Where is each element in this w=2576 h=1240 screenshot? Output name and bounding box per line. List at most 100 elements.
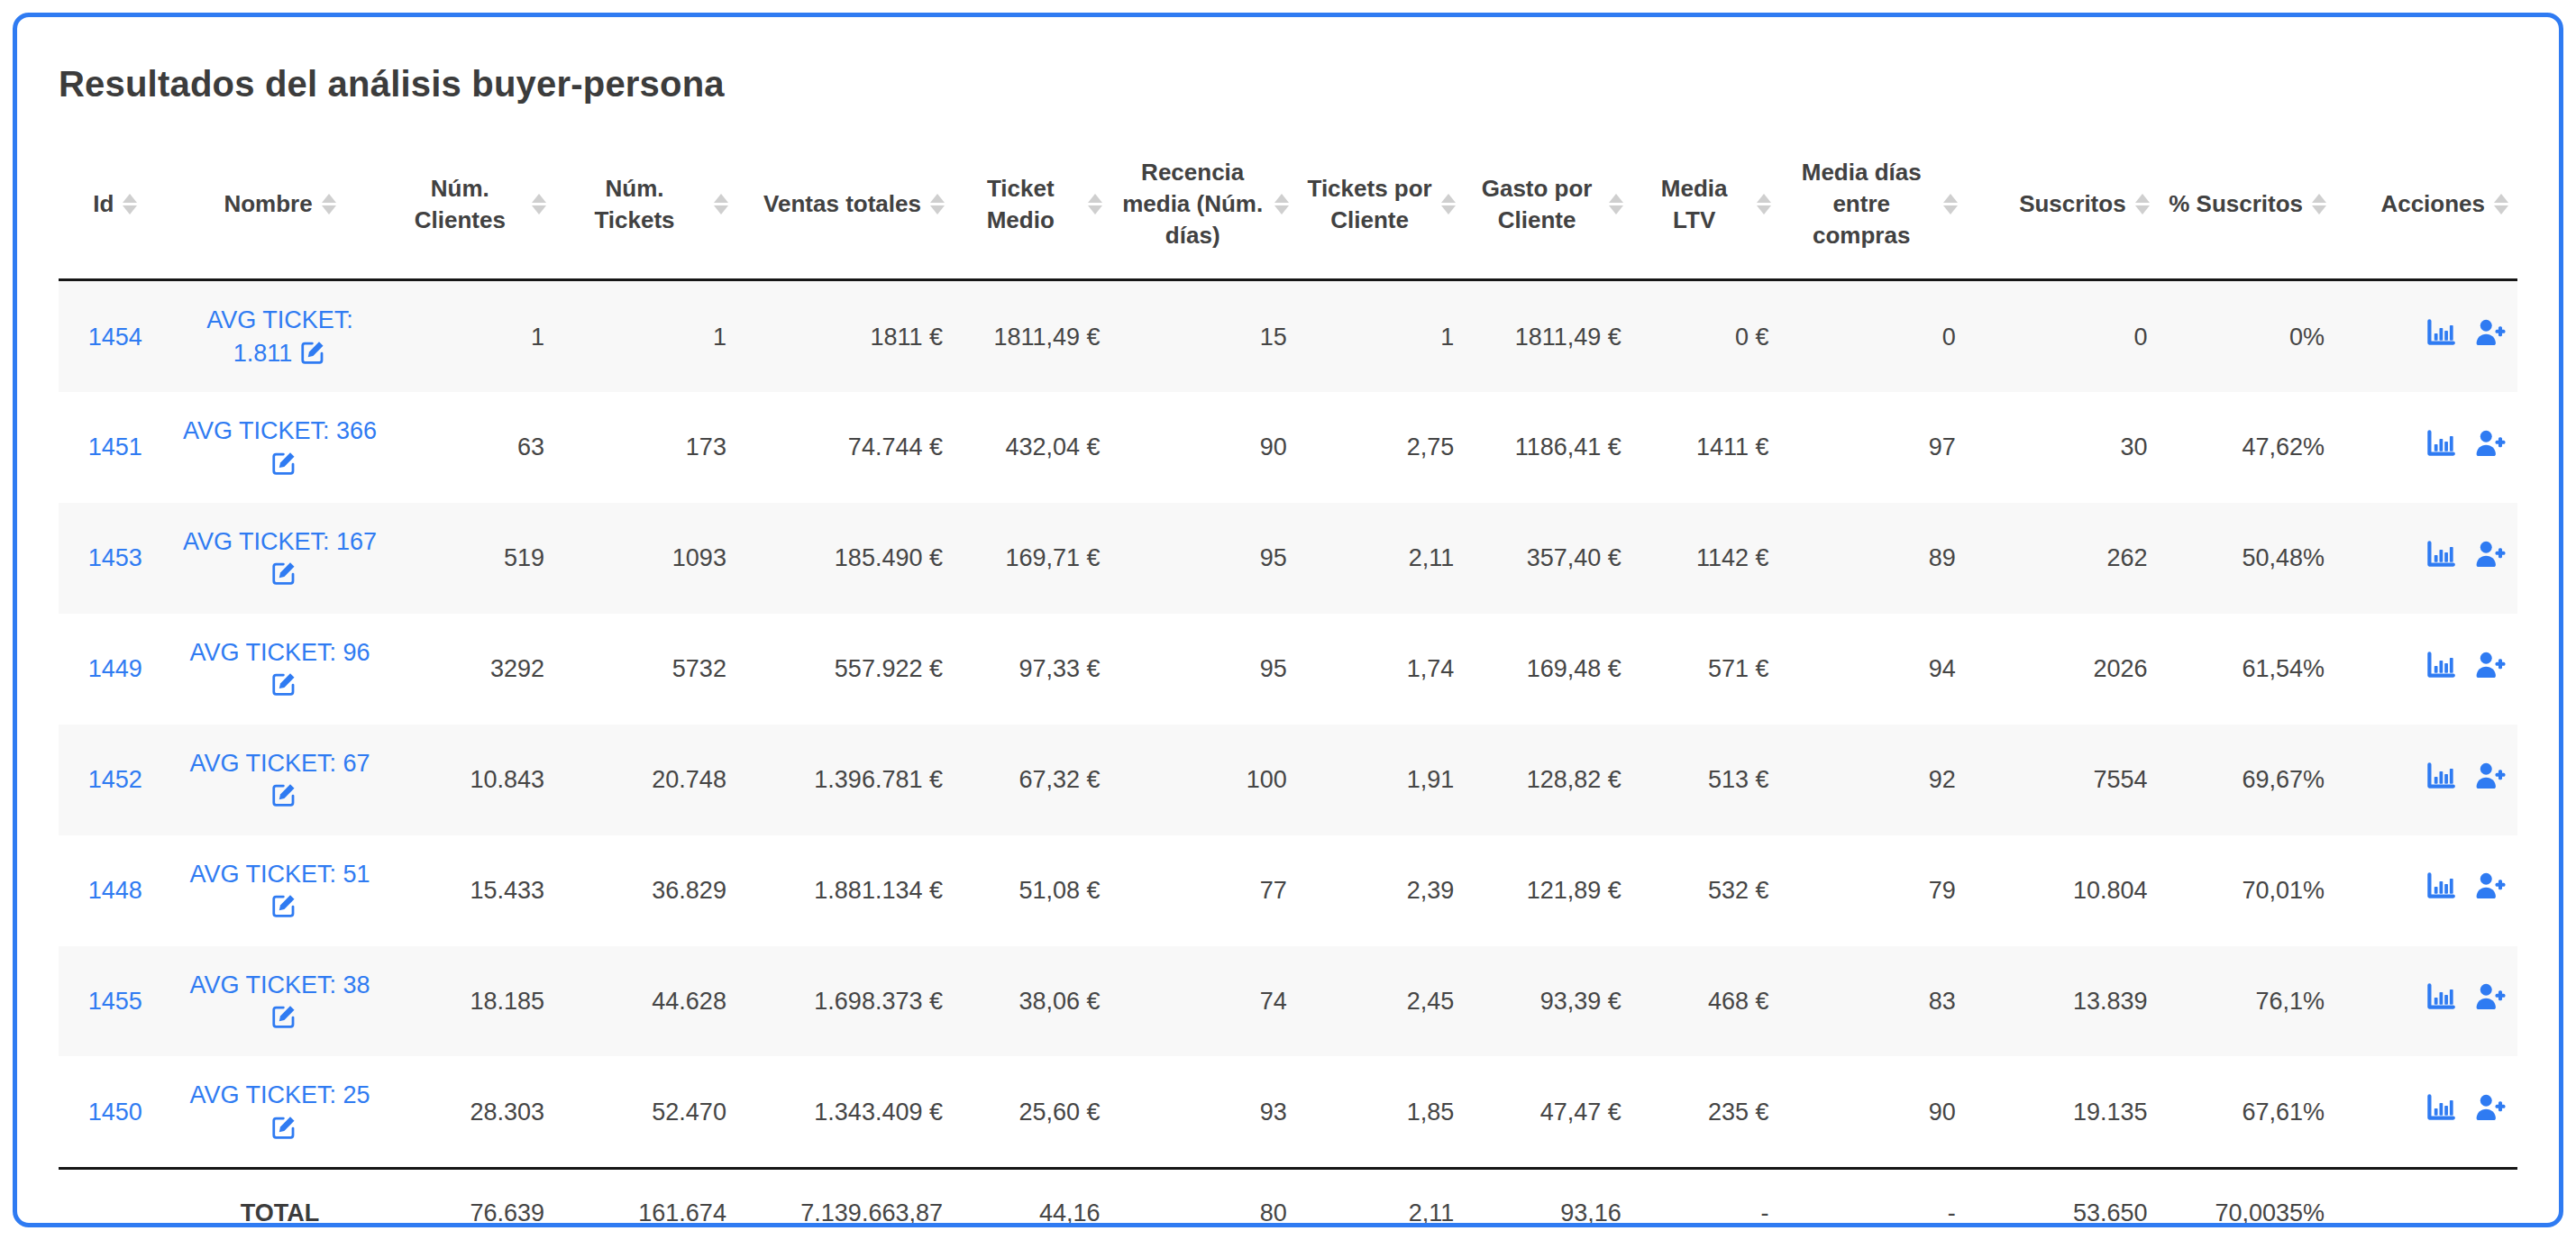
cell-pct-suscritos: 69,67% [2159, 725, 2335, 835]
col-header-id[interactable]: Id [59, 132, 171, 280]
user-plus-icon[interactable] [2472, 980, 2507, 1013]
cell-pct-suscritos: 50,48% [2159, 503, 2335, 614]
cell-media-dias-entre-compras: 83 [1780, 946, 1967, 1057]
persona-id-link[interactable]: 1454 [88, 324, 142, 351]
persona-id-link[interactable]: 1451 [88, 433, 142, 460]
persona-name-link[interactable]: AVG TICKET: 51 [182, 858, 377, 924]
persona-name-link[interactable]: AVG TICKET: 167 [182, 525, 377, 591]
cell-pct-suscritos: 47,62% [2159, 392, 2335, 503]
persona-name-link[interactable]: AVG TICKET: 96 [182, 636, 377, 702]
sort-icon [930, 194, 945, 214]
user-plus-icon[interactable] [2472, 1091, 2507, 1124]
cell-pct-suscritos: 70,01% [2159, 835, 2335, 946]
cell-gasto-por-cliente: 93,39 € [1465, 946, 1632, 1057]
col-header-media-dias-entre-compras[interactable]: Media días entre compras [1780, 132, 1967, 280]
edit-icon[interactable] [270, 560, 297, 587]
col-header-tickets-por-cliente[interactable]: Tickets por Cliente [1298, 132, 1466, 280]
cell-gasto-por-cliente: 47,47 € [1465, 1056, 1632, 1168]
bar-chart-icon[interactable] [2424, 427, 2458, 460]
user-plus-icon[interactable] [2472, 760, 2507, 792]
total-label: TOTAL [171, 1169, 388, 1227]
bar-chart-icon[interactable] [2424, 980, 2458, 1013]
col-header-pct-suscritos[interactable]: % Suscritos [2159, 132, 2335, 280]
sort-icon [2494, 194, 2508, 214]
persona-id-link[interactable]: 1450 [88, 1099, 142, 1126]
col-header-recencia-media[interactable]: Recencia media (Núm. días) [1111, 132, 1298, 280]
cell-num-clientes: 15.433 [388, 835, 556, 946]
user-plus-icon[interactable] [2472, 649, 2507, 681]
total-media-ltv: - [1632, 1169, 1780, 1227]
persona-name-link[interactable]: AVG TICKET: 1.811 [182, 304, 377, 369]
col-header-acciones[interactable]: Acciones [2335, 132, 2517, 280]
cell-ventas-totales: 1.698.373 € [737, 946, 954, 1057]
cell-ticket-medio: 97,33 € [954, 614, 1111, 725]
col-header-gasto-por-cliente[interactable]: Gasto por Cliente [1465, 132, 1632, 280]
col-header-suscritos[interactable]: Suscritos [1967, 132, 2159, 280]
total-recencia-media: 80 [1111, 1169, 1298, 1227]
col-header-media-ltv[interactable]: Media LTV [1632, 132, 1780, 280]
cell-nombre: AVG TICKET: 96 [171, 614, 388, 725]
cell-gasto-por-cliente: 121,89 € [1465, 835, 1632, 946]
cell-ventas-totales: 74.744 € [737, 392, 954, 503]
cell-tickets-por-cliente: 1,74 [1298, 614, 1466, 725]
user-plus-icon[interactable] [2472, 870, 2507, 902]
edit-icon[interactable] [299, 339, 326, 366]
persona-name-link[interactable]: AVG TICKET: 67 [182, 747, 377, 813]
table-row: 1449 AVG TICKET: 96 3292 5732 557.922 € … [59, 614, 2517, 725]
cell-suscritos: 7554 [1967, 725, 2159, 835]
user-plus-icon[interactable] [2472, 427, 2507, 460]
user-plus-icon[interactable] [2472, 316, 2507, 349]
edit-icon[interactable] [270, 1114, 297, 1141]
bar-chart-icon[interactable] [2424, 316, 2458, 349]
col-header-num-clientes[interactable]: Núm. Clientes [388, 132, 556, 280]
table-header-row: Id Nombre Núm. Clientes Núm. Tickets Ven… [59, 132, 2517, 280]
bar-chart-icon[interactable] [2424, 760, 2458, 792]
edit-icon[interactable] [270, 1003, 297, 1030]
persona-name-link[interactable]: AVG TICKET: 38 [182, 969, 377, 1035]
persona-id-link[interactable]: 1452 [88, 766, 142, 793]
persona-name-link[interactable]: AVG TICKET: 25 [182, 1079, 377, 1144]
bar-chart-icon[interactable] [2424, 870, 2458, 902]
total-gasto-por-cliente: 93,16 [1465, 1169, 1632, 1227]
col-header-num-tickets[interactable]: Núm. Tickets [555, 132, 737, 280]
bar-chart-icon[interactable] [2424, 1091, 2458, 1124]
persona-id-link[interactable]: 1448 [88, 877, 142, 904]
cell-media-ltv: 468 € [1632, 946, 1780, 1057]
bar-chart-icon[interactable] [2424, 538, 2458, 570]
persona-name-link[interactable]: AVG TICKET: 366 [182, 415, 377, 480]
persona-id-link[interactable]: 1449 [88, 655, 142, 682]
cell-media-ltv: 235 € [1632, 1056, 1780, 1168]
cell-nombre: AVG TICKET: 25 [171, 1056, 388, 1168]
cell-tickets-por-cliente: 2,75 [1298, 392, 1466, 503]
edit-icon[interactable] [270, 670, 297, 698]
cell-acciones [2335, 280, 2517, 392]
total-media-dias-entre-compras: - [1780, 1169, 1967, 1227]
cell-ventas-totales: 1.343.409 € [737, 1056, 954, 1168]
cell-media-ltv: 571 € [1632, 614, 1780, 725]
col-header-ventas-totales[interactable]: Ventas totales [737, 132, 954, 280]
cell-id: 1454 [59, 280, 171, 392]
cell-tickets-por-cliente: 2,11 [1298, 503, 1466, 614]
cell-pct-suscritos: 67,61% [2159, 1056, 2335, 1168]
edit-icon[interactable] [270, 450, 297, 477]
cell-media-dias-entre-compras: 94 [1780, 614, 1967, 725]
sort-icon [2312, 194, 2326, 214]
cell-id: 1452 [59, 725, 171, 835]
col-header-ticket-medio[interactable]: Ticket Medio [954, 132, 1111, 280]
user-plus-icon[interactable] [2472, 538, 2507, 570]
edit-icon[interactable] [270, 781, 297, 808]
bar-chart-icon[interactable] [2424, 649, 2458, 681]
cell-nombre: AVG TICKET: 67 [171, 725, 388, 835]
cell-ventas-totales: 557.922 € [737, 614, 954, 725]
total-tickets-por-cliente: 2,11 [1298, 1169, 1466, 1227]
persona-id-link[interactable]: 1455 [88, 988, 142, 1015]
edit-icon[interactable] [270, 892, 297, 919]
cell-recencia-media: 74 [1111, 946, 1298, 1057]
cell-acciones [2335, 835, 2517, 946]
table-row: 1455 AVG TICKET: 38 18.185 44.628 1.698.… [59, 946, 2517, 1057]
cell-num-tickets: 173 [555, 392, 737, 503]
cell-ticket-medio: 25,60 € [954, 1056, 1111, 1168]
cell-id: 1450 [59, 1056, 171, 1168]
col-header-nombre[interactable]: Nombre [171, 132, 388, 280]
persona-id-link[interactable]: 1453 [88, 544, 142, 571]
